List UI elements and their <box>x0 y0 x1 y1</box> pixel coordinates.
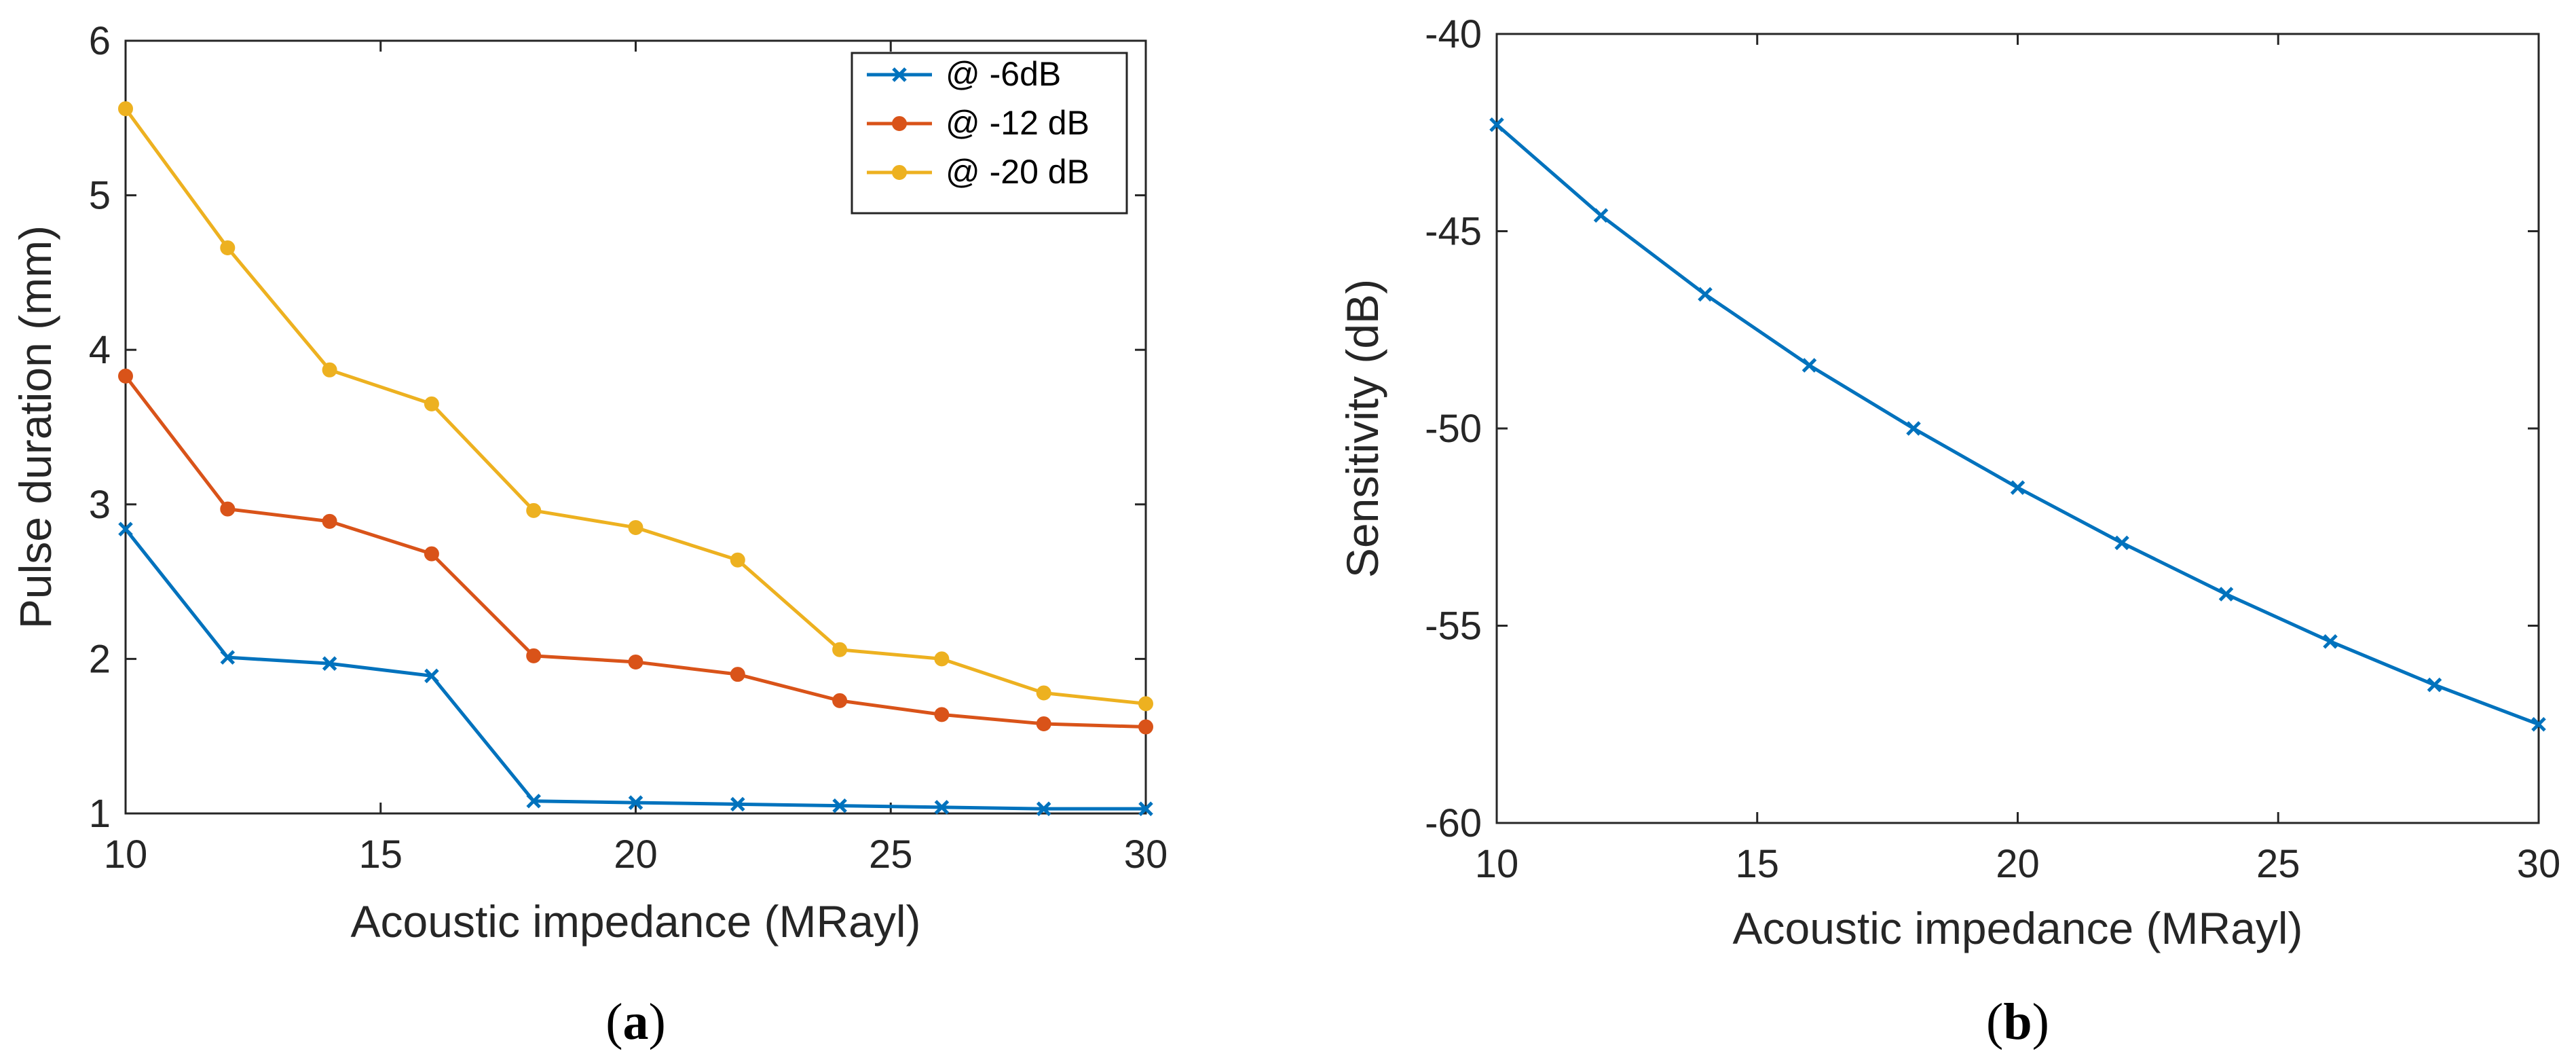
panel-label-paren: ( <box>605 993 622 1050</box>
y-tick-label: -45 <box>1425 210 1482 254</box>
x-tick-label: 10 <box>104 832 148 877</box>
y-tick-label: 1 <box>89 792 111 836</box>
x-axis-label: Acoustic impedance (MRayl) <box>1733 903 2303 953</box>
y-tick-label: 3 <box>89 483 111 527</box>
x-tick-label: 15 <box>1735 842 1779 886</box>
data-point <box>424 546 439 562</box>
data-point <box>220 501 236 517</box>
panel-label-letter: b <box>2003 993 2032 1050</box>
chart-panel-b: 10 15 20 25 30 -60 -55 -50 -45 -40 Acoustic impeda… <box>1337 12 2560 1050</box>
data-point <box>1593 208 1609 223</box>
data-point <box>730 667 745 682</box>
data-point <box>934 800 950 815</box>
y-tick-label: -50 <box>1425 407 1482 451</box>
data-point <box>526 648 542 663</box>
data-point <box>1906 421 1921 436</box>
x-tick-label: 10 <box>1475 842 1519 886</box>
data-point <box>1138 719 1153 735</box>
data-point <box>2218 587 2234 602</box>
data-point <box>118 101 133 117</box>
x-tick-label: 30 <box>1124 832 1168 877</box>
x-axis-label: Acoustic impedance (MRayl) <box>351 896 921 947</box>
data-point <box>526 502 542 518</box>
data-point <box>322 656 337 671</box>
y-tick-label: 6 <box>89 19 111 63</box>
legend-swatch-marker <box>892 67 907 82</box>
data-point <box>1138 696 1153 712</box>
data-point <box>730 796 745 812</box>
y-tick-label: -60 <box>1425 801 1482 845</box>
panel-label: (a) <box>605 993 666 1050</box>
data-point <box>2010 480 2026 495</box>
data-point <box>220 240 236 255</box>
panel-label-letter: a <box>623 993 649 1050</box>
data-point <box>526 794 541 809</box>
legend-swatch-marker <box>892 165 907 180</box>
x-tick-label: 20 <box>1996 842 2040 886</box>
y-axis-label: Sensitivity (dB) <box>1337 279 1387 578</box>
data-point <box>832 642 848 657</box>
legend-label: @ -12 dB <box>946 104 1089 142</box>
y-tick-label: 4 <box>89 328 111 372</box>
data-point <box>220 650 236 665</box>
data-point <box>2427 677 2442 693</box>
x-tick-label: 20 <box>614 832 658 877</box>
x-tick-label: 30 <box>2517 842 2561 886</box>
y-tick-label: 5 <box>89 174 111 218</box>
y-tick-label: 2 <box>89 637 111 681</box>
data-point <box>2114 535 2129 551</box>
data-point <box>730 552 745 568</box>
y-tick-label: -40 <box>1425 12 1482 56</box>
y-axis-label: Pulse duration (mm) <box>10 225 60 629</box>
series-line <box>1495 123 2539 727</box>
legend-label: @ -20 dB <box>946 153 1089 191</box>
data-point <box>1802 358 1817 373</box>
data-point <box>424 396 439 411</box>
x-tick-label: 15 <box>358 832 403 877</box>
data-point <box>424 668 439 684</box>
panel-label-paren: ) <box>649 993 666 1050</box>
data-point <box>832 798 847 813</box>
axes-box <box>1495 33 2540 824</box>
y-tick-label: -55 <box>1425 604 1482 648</box>
data-point <box>118 521 133 536</box>
data-point <box>322 513 337 529</box>
data-point <box>832 693 848 708</box>
legend-label: @ -6dB <box>946 55 1061 93</box>
legend-box <box>851 52 1128 215</box>
data-point <box>1138 801 1153 816</box>
data-point <box>628 519 643 535</box>
data-point <box>934 651 950 667</box>
panel-label-paren: ( <box>1986 993 2003 1050</box>
panel-label: (b) <box>1986 993 2049 1050</box>
data-point <box>1036 716 1051 731</box>
data-point <box>118 368 133 384</box>
chart-panel-a: 10 15 20 25 30 1 2 3 4 5 6 Acoustic impedance (MRay… <box>10 19 1168 1050</box>
data-point <box>2531 716 2546 732</box>
data-point <box>628 654 643 669</box>
data-point <box>1036 685 1051 701</box>
data-point <box>1036 801 1051 816</box>
data-point <box>934 707 950 722</box>
data-point <box>1698 287 1713 302</box>
data-point <box>322 362 337 378</box>
data-point <box>2323 634 2338 649</box>
legend-swatch-marker <box>892 116 907 131</box>
data-point <box>628 795 643 810</box>
x-tick-label: 25 <box>869 832 913 877</box>
x-tick-label: 25 <box>2256 842 2300 886</box>
data-point <box>1489 117 1504 132</box>
panel-label-paren: ) <box>2032 993 2049 1050</box>
